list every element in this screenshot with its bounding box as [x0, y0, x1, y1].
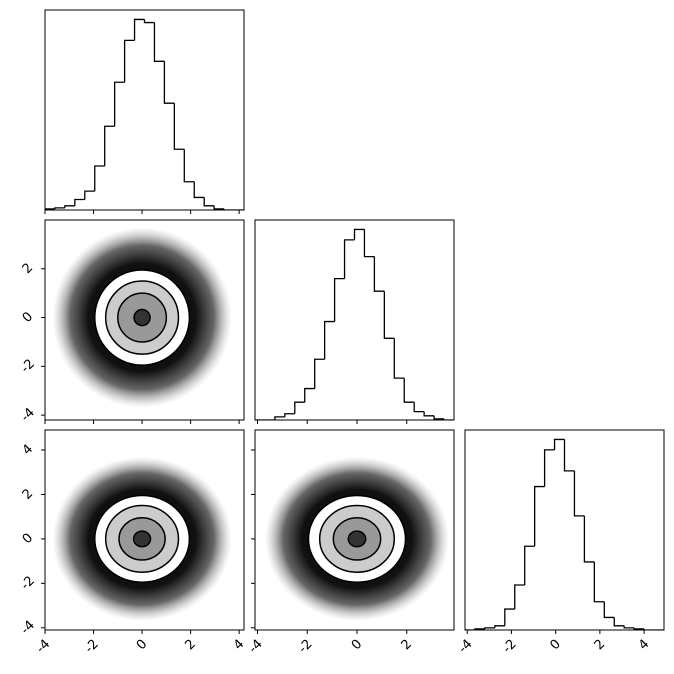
y-tick-label: 0 [20, 309, 36, 325]
contour [347, 530, 367, 548]
histogram-step [643, 628, 655, 630]
histogram-step [104, 125, 115, 167]
plot-area [45, 18, 244, 210]
panel: -4 -2 0 2 4 -4 -2 0 2 4 [18, 429, 247, 657]
y-tick-label: -4 [18, 618, 38, 638]
histogram-step [553, 438, 565, 450]
histogram-step [294, 401, 305, 414]
histogram-step [353, 228, 365, 240]
y-tick-label: 2 [20, 261, 36, 277]
x-tick-label: 4 [636, 637, 652, 653]
histogram-step [94, 165, 105, 192]
panel: -4 -2 0 2 [18, 219, 245, 425]
histogram-step [54, 207, 65, 209]
x-tick-label: 2 [182, 637, 198, 653]
histogram-step [203, 197, 215, 207]
histogram-step [623, 625, 635, 629]
panel-frame [254, 429, 455, 631]
histogram-step [173, 103, 185, 150]
x-tick-label: 0 [134, 637, 150, 653]
histogram-step [583, 515, 595, 563]
x-tick-label: -4 [456, 637, 476, 657]
y-tick-label: -2 [18, 356, 38, 376]
x-tick-label: -4 [34, 637, 54, 657]
histogram-step [114, 81, 125, 127]
contour [132, 530, 152, 548]
histogram-step [484, 627, 495, 629]
histogram-step [573, 470, 585, 517]
histogram-step [133, 18, 145, 41]
histogram-step [223, 208, 235, 210]
y-tick-label: 2 [20, 486, 36, 502]
histogram-step [383, 291, 395, 339]
histogram-step [363, 229, 375, 258]
histogram-step [45, 208, 55, 210]
plot-area [52, 227, 232, 408]
panel-frame [44, 219, 245, 421]
histogram-step [304, 387, 315, 403]
histogram-step [593, 561, 605, 603]
histogram-step [534, 485, 545, 547]
y-tick-label: 0 [20, 531, 36, 547]
panel-frame [254, 219, 455, 421]
histogram-step [84, 190, 95, 200]
x-tick-label: 4 [231, 637, 247, 653]
histogram-step [274, 416, 285, 420]
histogram-step [193, 181, 205, 199]
histogram-step [333, 277, 345, 322]
histogram-step [153, 22, 165, 62]
contour [133, 308, 151, 327]
histogram-step [504, 608, 515, 626]
x-tick-label: -2 [500, 637, 520, 657]
x-tick-label: 0 [349, 637, 365, 653]
x-tick-label: 2 [592, 637, 608, 653]
panel-frame [464, 429, 665, 631]
histogram-step [563, 439, 575, 472]
histogram-step [324, 320, 335, 360]
histogram-step [74, 198, 85, 206]
histogram-step [64, 205, 75, 208]
histogram-step [423, 411, 435, 417]
histogram-step [393, 338, 405, 379]
histogram-step [314, 358, 325, 389]
x-tick-label: -4 [246, 637, 266, 657]
y-tick-label: 4 [20, 442, 36, 458]
histogram-step [213, 205, 225, 210]
y-tick-label: -4 [18, 405, 38, 425]
panel [44, 9, 245, 214]
histogram-step [494, 625, 505, 628]
histogram-step [284, 413, 295, 417]
panel-frame [44, 429, 245, 631]
histogram-step [524, 545, 535, 585]
y-tick-label: -2 [18, 573, 38, 593]
plot-area [264, 456, 450, 622]
x-tick-label: -2 [296, 637, 316, 657]
x-tick-label: -2 [82, 637, 102, 657]
histogram-step [123, 39, 135, 83]
histogram-step [543, 449, 555, 487]
histogram-step [403, 378, 415, 403]
x-tick-label: 2 [399, 637, 415, 653]
histogram-step [443, 418, 454, 420]
histogram-step [514, 584, 525, 610]
plot-area [255, 228, 454, 420]
histogram-step [633, 627, 645, 630]
panel-frame [44, 9, 245, 211]
panel [254, 219, 455, 424]
histogram-step [163, 61, 175, 104]
x-tick-label: 0 [547, 637, 563, 653]
panel: -4 -2 0 2 [246, 429, 455, 657]
plot-area [52, 456, 232, 622]
histogram-step [433, 415, 445, 420]
plot-area [465, 438, 664, 630]
histogram-step [613, 617, 625, 627]
histogram-step [183, 149, 195, 183]
histogram-step [343, 239, 355, 279]
histogram-step [373, 256, 385, 292]
histogram-step [413, 402, 425, 413]
panel: -4 -2 0 2 4 [456, 429, 665, 657]
histogram-step [143, 19, 155, 24]
histogram-step [603, 601, 615, 619]
